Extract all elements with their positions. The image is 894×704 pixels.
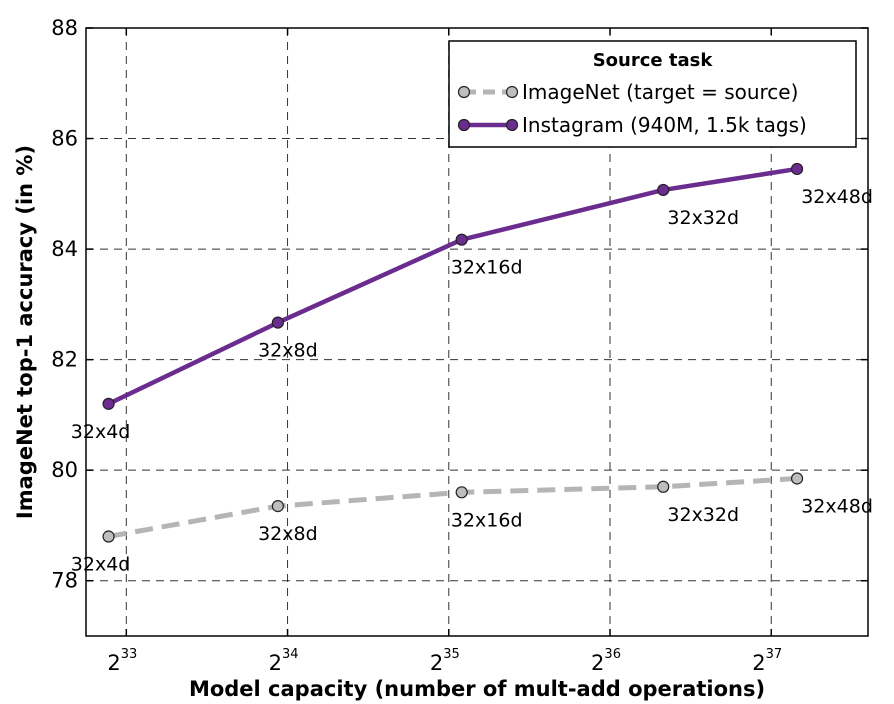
point-label: 32x8d <box>258 523 318 545</box>
x-axis-title: Model capacity (number of mult-add opera… <box>189 677 765 701</box>
data-point <box>657 183 670 197</box>
x-tick-label: 234 <box>269 647 299 675</box>
point-label: 32x16d <box>451 509 523 531</box>
data-point <box>102 397 115 410</box>
point-label: 32x32d <box>667 504 739 526</box>
point-label: 32x8d <box>258 340 318 362</box>
data-point <box>271 316 284 329</box>
legend-marker <box>457 85 471 99</box>
y-tick-label: 84 <box>51 237 78 261</box>
x-tick-base: 2 <box>107 651 120 675</box>
x-tick-base: 2 <box>591 651 604 675</box>
x-tick-label: 237 <box>752 647 782 675</box>
legend-label: ImageNet (target = source) <box>522 80 798 104</box>
legend-items: ImageNet (target = source) Instagram (940… <box>457 80 807 137</box>
legend-label: Instagram (940M, 1.5k tags) <box>522 113 807 137</box>
y-tick-label: 78 <box>51 569 78 593</box>
data-point <box>455 233 468 246</box>
x-tick-base: 2 <box>269 651 282 675</box>
data-point <box>657 480 670 493</box>
legend-marker <box>505 118 519 132</box>
x-tick-base: 2 <box>430 651 443 675</box>
legend-marker <box>457 118 471 132</box>
data-point <box>455 486 468 499</box>
x-tick-label: 236 <box>591 647 621 675</box>
y-tick-label: 82 <box>51 348 78 372</box>
x-tick-base: 2 <box>752 651 765 675</box>
point-label: 32x32d <box>667 207 739 229</box>
point-label: 32x48d <box>801 495 873 517</box>
data-point <box>790 162 804 176</box>
series-line <box>107 166 798 406</box>
y-axis-title: ImageNet top-1 accuracy (in %) <box>13 145 37 519</box>
y-tick-label: 88 <box>51 16 78 40</box>
y-tick-label: 86 <box>51 127 78 151</box>
plot-frame <box>85 27 869 637</box>
x-tick-exponent: 34 <box>282 647 299 662</box>
x-tick-exponent: 36 <box>604 647 621 662</box>
legend-title: Source task <box>593 50 714 71</box>
x-tick-exponent: 37 <box>766 647 783 662</box>
legend-marker <box>505 85 519 99</box>
x-tick-exponent: 33 <box>121 647 138 662</box>
x-tick-label: 233 <box>107 647 137 675</box>
x-tick-exponent: 35 <box>443 647 460 662</box>
y-tick-label: 80 <box>51 458 78 482</box>
point-label: 32x4d <box>71 421 131 443</box>
point-label: 32x16d <box>451 257 523 279</box>
data-point <box>790 472 804 485</box>
x-tick-label: 235 <box>430 647 460 675</box>
point-label: 32x48d <box>801 186 873 208</box>
point-label: 32x4d <box>71 554 131 576</box>
data-point <box>271 500 284 513</box>
series-instagram: 32x4d 32x8d 32x16d 32x32d 32x48d <box>71 162 873 443</box>
legend-item: ImageNet (target = source) <box>457 80 798 104</box>
series-imagenet: 32x4d 32x8d 32x16d 32x32d 32x48d <box>71 472 873 576</box>
legend-item: Instagram (940M, 1.5k tags) <box>457 113 807 137</box>
legend: Source task ImageNet (target = source) In… <box>448 40 857 148</box>
data-point <box>102 530 115 543</box>
